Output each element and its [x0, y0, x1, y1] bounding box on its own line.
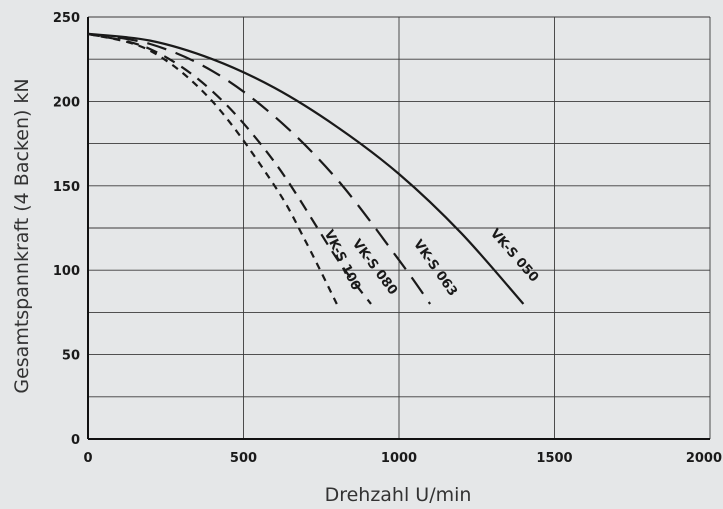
y-tick-label: 50 — [62, 349, 80, 364]
series-line — [87, 32, 372, 305]
x-tick-label: 1500 — [536, 451, 572, 466]
x-axis-label: Drehzahl U/min — [325, 484, 472, 506]
x-tick-label: 1000 — [381, 451, 417, 466]
series-line — [87, 32, 431, 305]
y-tick-label: 200 — [53, 95, 80, 110]
series-label: VK-S 063 — [410, 237, 460, 299]
series-line — [87, 32, 338, 305]
series-line — [87, 32, 525, 305]
x-tick-label: 2000 — [686, 451, 722, 466]
x-tick-label: 0 — [83, 451, 92, 466]
y-tick-label: 250 — [53, 11, 80, 26]
y-axis-label: Gesamtspannkraft (4 Backen) kN — [11, 78, 33, 393]
tick-layer: 0 50 100 150 200 250 0 500 1000 1500 2000 — [53, 11, 722, 466]
y-tick-label: 100 — [53, 264, 80, 279]
series-label: VK-S 100 — [321, 228, 364, 293]
y-tick-label: 0 — [71, 433, 80, 448]
series-label: VK-S 050 — [487, 226, 541, 285]
x-tick-label: 500 — [230, 451, 257, 466]
grid-layer — [87, 16, 711, 440]
series-layer — [87, 32, 525, 305]
y-tick-label: 150 — [53, 180, 80, 195]
